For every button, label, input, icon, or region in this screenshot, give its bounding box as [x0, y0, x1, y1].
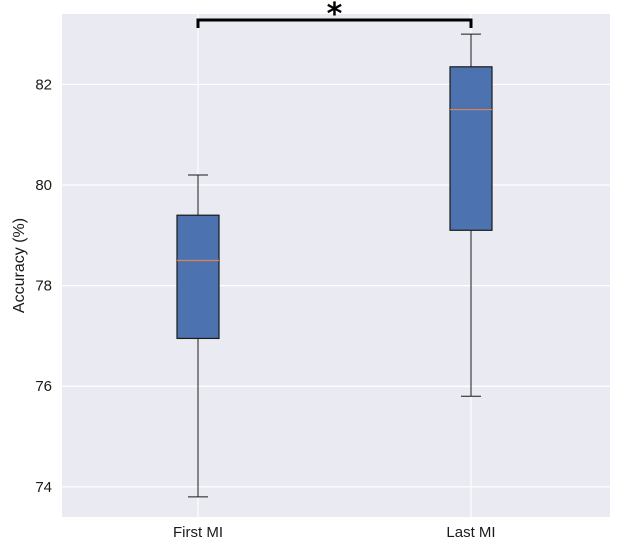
y-tick-label: 82	[35, 76, 52, 93]
x-tick-label: Last MI	[446, 524, 495, 541]
box-plots	[176, 33, 493, 498]
box-plot-first-mi	[176, 174, 220, 498]
box	[176, 214, 220, 340]
y-tick-label: 80	[35, 177, 52, 194]
plot-area	[62, 14, 610, 517]
significance-annotation: *	[196, 0, 473, 32]
significance-star: *	[327, 0, 343, 32]
box	[449, 66, 493, 231]
x-tick-label: First MI	[173, 524, 223, 541]
y-axis-ticks: 74 76 78 80 82	[35, 76, 52, 495]
significance-bracket	[196, 18, 473, 28]
x-axis-ticks: First MI Last MI	[173, 524, 496, 541]
y-tick-label: 78	[35, 278, 52, 295]
y-tick-label: 74	[35, 479, 52, 496]
y-tick-label: 76	[35, 378, 52, 395]
box-plot-last-mi	[449, 33, 493, 397]
y-axis-label: Accuracy (%)	[11, 218, 28, 313]
